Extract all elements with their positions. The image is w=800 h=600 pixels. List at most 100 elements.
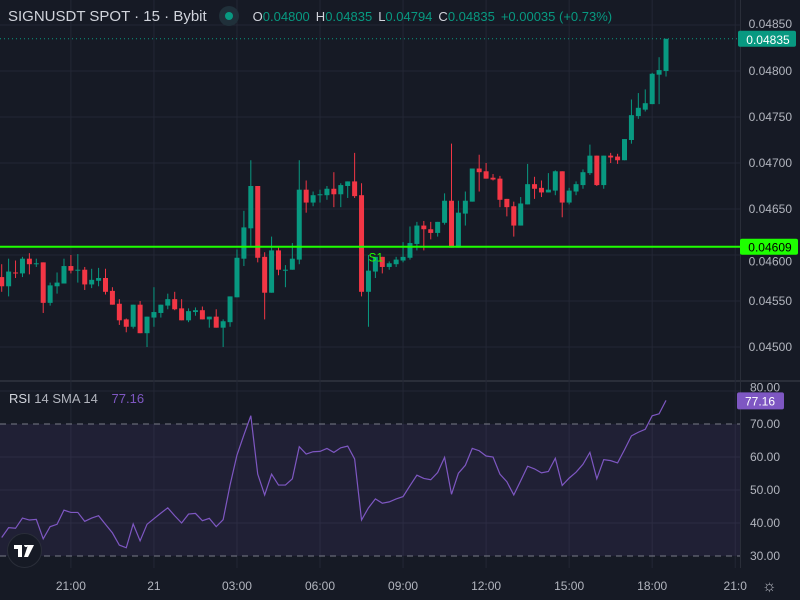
candle-up <box>186 308 192 323</box>
candle-body <box>89 279 95 285</box>
symbol-title[interactable]: SIGNUSDT SPOT · 15 · Bybit <box>8 7 207 25</box>
candle-up <box>372 256 378 278</box>
candle-down <box>26 253 32 275</box>
candle-body <box>663 38 669 71</box>
symbol-header: SIGNUSDT SPOT · 15 · Bybit O 0.04800 H 0.0… <box>8 6 618 26</box>
candle-up <box>345 181 351 198</box>
candle-body <box>545 189 551 193</box>
candle-body <box>144 316 150 334</box>
candle-body <box>109 290 115 305</box>
low-value: 0.04794 <box>385 8 433 24</box>
candle-body <box>566 190 572 203</box>
rsi-name: RSI <box>9 391 31 406</box>
candle-body <box>317 194 323 196</box>
candle-body <box>538 187 544 193</box>
candle-body <box>303 189 309 203</box>
candle-down <box>172 291 178 311</box>
candle-body <box>407 243 413 258</box>
candle-up <box>649 72 655 105</box>
candle-up <box>61 258 67 284</box>
candle-up <box>400 242 406 263</box>
candle-up <box>587 144 593 175</box>
candle-up <box>227 296 233 327</box>
candle-up <box>47 282 53 306</box>
candle-body <box>504 198 510 208</box>
candle-up <box>248 160 254 246</box>
candle-down <box>421 220 427 251</box>
candle-up <box>455 200 461 248</box>
candle-up <box>573 181 579 196</box>
candle-body <box>511 206 517 226</box>
x-tick-label: 03:00 <box>222 579 252 593</box>
candle-body <box>296 189 302 260</box>
candle-up <box>165 293 171 310</box>
candle-body <box>580 172 586 186</box>
rsi-tick-label: 40.00 <box>750 516 780 530</box>
candle-body <box>6 271 12 287</box>
candle-body <box>33 263 39 265</box>
candle-down <box>82 266 88 290</box>
gear-icon[interactable]: ☼ <box>762 578 777 595</box>
change-value: +0.00035 (+0.73%) <box>500 8 613 24</box>
candle-up <box>54 272 60 294</box>
candle-up <box>442 193 448 225</box>
candle-body <box>345 181 351 186</box>
candle-down <box>449 143 454 248</box>
price-tick-label: 0.04550 <box>749 294 793 308</box>
candle-body <box>220 321 226 328</box>
candle-up <box>393 256 399 267</box>
candle-body <box>75 269 81 271</box>
candle-body <box>324 188 330 196</box>
candle-body <box>269 250 275 293</box>
candle-up <box>296 160 302 265</box>
candle-up <box>317 189 323 203</box>
candle-down <box>199 306 205 320</box>
candle-body <box>359 195 365 292</box>
candle-body <box>428 229 434 233</box>
tradingview-logo[interactable] <box>7 533 42 568</box>
candle-body <box>338 185 344 195</box>
candle-up <box>234 249 240 298</box>
candle-down <box>40 262 46 313</box>
rsi-params: 14 SMA 14 <box>34 391 98 406</box>
candle-down <box>497 175 503 208</box>
candle-body <box>282 269 288 271</box>
candle-body <box>276 250 281 270</box>
candle-up <box>324 186 330 200</box>
candle-body <box>0 277 5 287</box>
candle-up <box>469 168 475 202</box>
price-tick-label: 0.04650 <box>749 202 793 216</box>
candle-body <box>68 266 74 271</box>
candle-up <box>206 316 212 328</box>
candle-body <box>255 186 261 258</box>
candle-body <box>421 225 427 230</box>
candle-body <box>262 256 268 293</box>
price-tick-label: 0.04850 <box>749 17 793 31</box>
candle-down <box>359 183 365 297</box>
level-price-tag <box>740 238 798 255</box>
candle-body <box>54 282 60 287</box>
candle-up <box>6 258 12 297</box>
candle-up <box>435 221 441 237</box>
candle-body <box>130 304 136 327</box>
candle-body <box>116 303 122 321</box>
x-tick-label: 21:0 <box>724 579 748 593</box>
candle-up <box>566 187 572 205</box>
candle-down <box>608 152 614 163</box>
candle-body <box>310 195 316 203</box>
rsi-legend[interactable]: RSI 14 SMA 14 77.16 <box>9 391 144 406</box>
candle-up <box>33 258 39 267</box>
candle-down <box>213 309 219 328</box>
rsi-tick-label: 50.00 <box>750 483 780 497</box>
candle-up <box>89 268 95 289</box>
candle-body <box>393 259 399 265</box>
candle-body <box>206 316 212 320</box>
candle-down <box>559 171 565 218</box>
candle-body <box>61 266 67 284</box>
candle-body <box>476 168 482 173</box>
candle-down <box>262 252 268 320</box>
candle-body <box>628 115 634 140</box>
candle-down <box>109 287 115 305</box>
candle-down <box>511 201 517 237</box>
